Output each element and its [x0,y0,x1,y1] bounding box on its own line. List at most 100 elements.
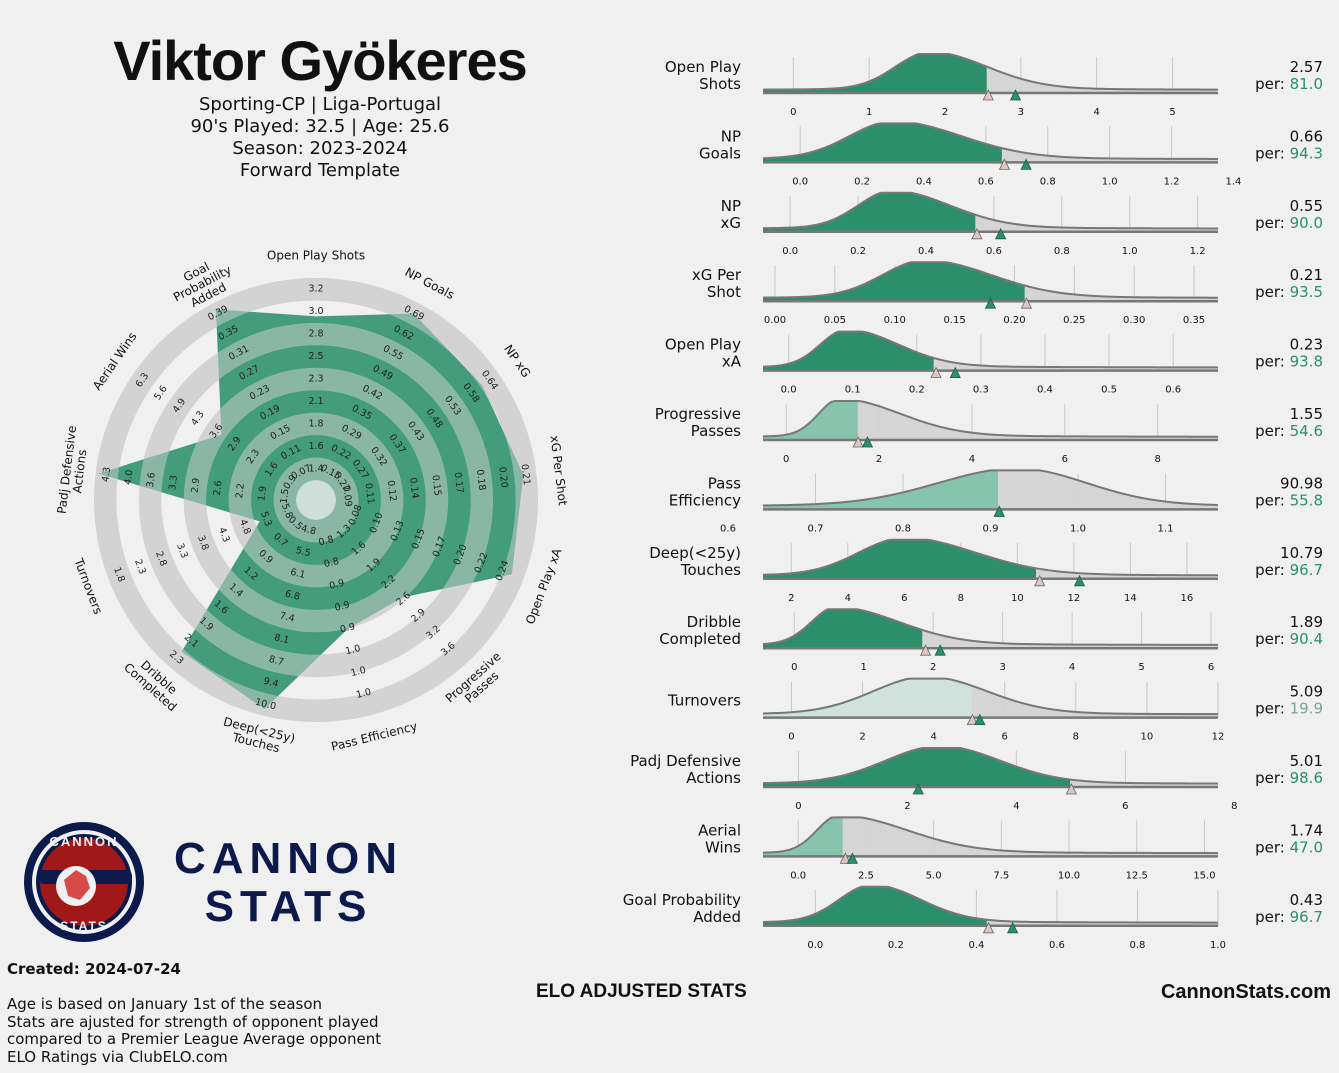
ridge-tick-label: 6 [1062,454,1068,465]
ridge-tick-label: 0.15 [943,315,965,326]
ridge-tick-label: 0.7 [808,523,824,534]
radar-tick-label: 0.17 [452,472,465,494]
ridge-tick-label: 2 [876,454,882,465]
radar-tick-label: 2.8 [153,550,169,568]
ridge-tick-label: 0 [791,662,797,673]
radar-axis-label: Pass Efficiency [330,719,419,754]
ridge-metric-label: Wins [705,838,741,856]
radar-tick-label: 6.8 [284,589,301,603]
radar-axis-label-line: Turnovers [71,556,105,617]
ridge-percentile: per: 90.4 [1255,630,1323,648]
ridge-tick-label: 0.2 [854,176,870,187]
ridge-tick-label: 8 [1073,732,1079,743]
ridge-percentile-value: 93.8 [1290,353,1323,371]
ridge-percentile-prefix: per: [1255,144,1289,162]
ridge-value: 5.09 [1290,683,1323,701]
site-url: CannonStats.com [1160,981,1331,1003]
ridge-value: 1.74 [1290,821,1323,839]
ridge-tick-label: 4 [845,593,851,604]
radar-tick-label: 2.1 [308,396,323,407]
ridge-value-marker [919,644,932,656]
ridge-tick-label: 0.1 [845,385,861,396]
brand-word-1: CANNON [173,834,404,883]
ridge-value-marker [971,227,983,240]
ridge-tick-label: 0.30 [1123,315,1145,326]
ridge-density-line [762,53,1219,91]
ridge-metric-label: xG [720,214,741,232]
ridge-tick-label: 0.2 [850,246,866,257]
ridge-tick-label: 0.0 [792,176,808,187]
ridge-metric-label: Progressive [655,405,741,423]
ridge-percentile-value: 96.7 [1290,908,1323,926]
ridge-tick-label: 7.5 [993,870,1009,881]
ridge-percentile: per: 96.7 [1255,908,1323,926]
radar-tick-label: 3.3 [174,542,190,560]
ridge-percentile: per: 19.9 [1255,700,1323,718]
radar-tick-label: 0.9 [339,621,356,635]
ridge-tick-label: 1.1 [1158,523,1174,534]
ridge-tick-label: 10 [1141,732,1154,743]
ridge-percentile-value: 94.3 [1290,144,1323,162]
template-name: Forward Template [239,160,401,181]
ridge-value: 5.01 [1290,752,1323,770]
ridge-tick-label: 6 [1002,732,1008,743]
radar-tick-label: 9.4 [262,676,279,690]
ridge-value: 2.57 [1290,58,1323,76]
ridge-density-line [762,122,1219,160]
ridge-tick-label: 1 [861,662,867,673]
radar-chart: 1.4 1.6 1.8 2.1 2.3 2.5 2.8 3.0 3.2 Open Play Sho… [55,249,570,756]
radar-tick-label: 1.0 [344,643,361,657]
radar-center-overlay [296,480,336,520]
radar-axis-label: xG Per Shot [548,435,570,507]
radar-tick-label: 10.0 [254,697,277,713]
ridge-percentile-area [763,192,976,232]
ridge-tick-label: 0.4 [968,940,984,951]
ridge-percentile: per: 93.8 [1255,353,1323,371]
ridge-tick-label: 15.0 [1193,870,1215,881]
footnote-line: ELO Ratings via ClubELO.com [7,1047,228,1066]
ridge-tick-label: 2 [788,593,794,604]
ridge-metric-label: NP [721,197,741,215]
radar-axis-label-line: NP xG [501,342,533,380]
ridge-tick-label: 0 [788,732,794,743]
ridge-tick-label: 1.4 [1226,176,1242,187]
ridge-value: 10.79 [1280,544,1323,562]
ridge-metric-label: Padj Defensive [630,752,741,770]
ridge-density-line [762,608,1219,646]
ridge-percentile-value: 47.0 [1290,838,1323,856]
ridge-metric-label: xA [722,353,742,371]
ridge-reference-marker [995,227,1007,240]
ridge-percentile-prefix: per: [1255,908,1289,926]
ridge-tick-label: 0.5 [1101,385,1117,396]
ridge-value: 0.66 [1290,127,1323,145]
radar-axis-label: Deep(<25y)Touches [222,715,297,756]
ridge-tick-label: 0.2 [909,385,925,396]
footnote-line: Age is based on January 1st of the seaso… [7,995,323,1013]
ridge-tick-label: 1.2 [1164,176,1180,187]
ridge-tick-label: 0.05 [824,315,846,326]
ridge-percentile-prefix: per: [1255,422,1289,440]
ridge-reference-marker [846,852,859,864]
radar-tick-label: 0.9 [334,599,351,613]
ridge-tick-label: 3 [999,662,1005,673]
footnote-line: compared to a Premier League Average opp… [7,1030,382,1048]
ridge-reference-marker [1009,89,1022,101]
ridge-value: 90.98 [1280,474,1323,492]
ridge-tick-label: 4 [1069,662,1075,673]
ridge-tick-label: 2 [942,107,948,118]
ridge-reference-marker [984,297,997,309]
ridge-value-marker [1065,783,1078,795]
radar-tick-label: 8.1 [273,632,290,646]
ridge-percentile-prefix: per: [1255,700,1289,718]
ridge-tick-label: 12 [1212,732,1225,743]
brand-wordmark: CANNON STATS [156,835,421,931]
ridge-percentile-prefix: per: [1255,838,1289,856]
ridge-metric-label: Open Play [665,336,741,354]
ridge-tick-label: 8 [1154,454,1160,465]
ridge-value-marker [852,436,864,448]
radar-tick-label: 1.8 [308,418,323,429]
